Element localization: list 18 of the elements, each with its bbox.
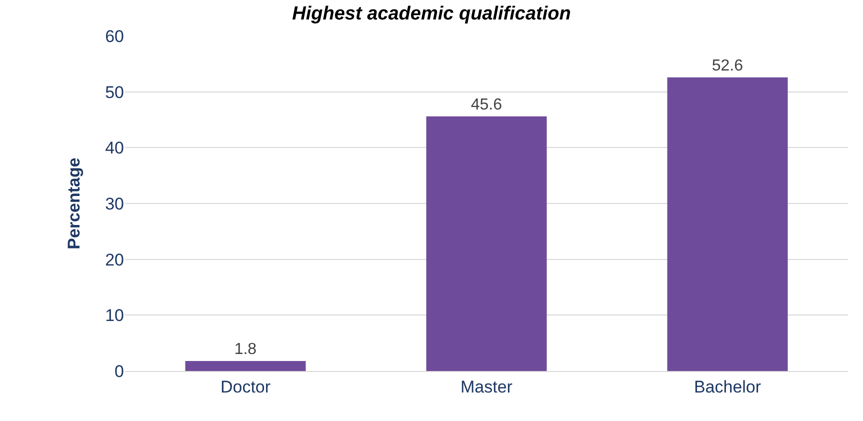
y-tick-label: 10 [105,306,124,326]
bar [185,360,306,371]
data-label: 45.6 [470,96,502,114]
y-tick-label: 60 [105,26,124,46]
y-tick-label: 30 [105,194,124,214]
chart-title: Highest academic qualification [292,4,571,25]
x-tick-label: Master [460,377,513,396]
data-label: 52.6 [712,57,744,74]
y-axis-title: Percentage [64,158,84,250]
y-tick-label: 20 [105,250,124,270]
x-tick-label: Doctor [220,377,271,396]
data-label: 1.8 [234,340,257,358]
bar [426,116,547,371]
y-tick-label: 0 [114,362,124,381]
bar [667,77,788,371]
y-tick-label: 40 [105,138,124,158]
y-tick-label: 50 [105,82,124,102]
x-tick-label: Bachelor [694,377,762,396]
